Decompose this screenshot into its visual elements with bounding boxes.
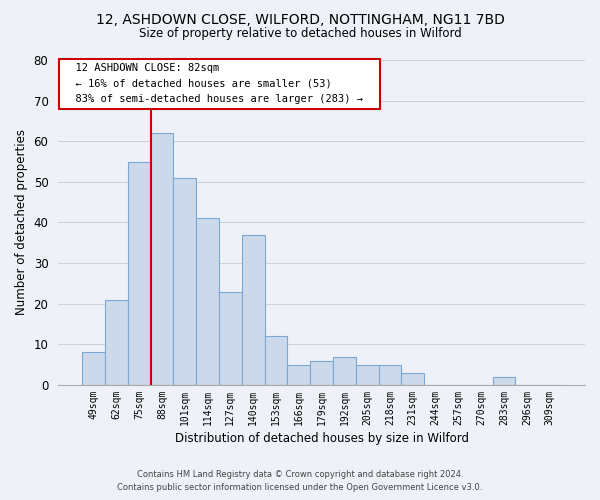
Bar	[356, 364, 379, 385]
Bar	[196, 218, 219, 385]
Bar	[333, 356, 356, 385]
Text: 12 ASHDOWN CLOSE: 82sqm
  ← 16% of detached houses are smaller (53)
  83% of sem: 12 ASHDOWN CLOSE: 82sqm ← 16% of detache…	[64, 63, 376, 104]
Bar	[105, 300, 128, 385]
Bar	[493, 377, 515, 385]
Bar	[173, 178, 196, 385]
Bar	[265, 336, 287, 385]
Bar	[151, 133, 173, 385]
Text: Size of property relative to detached houses in Wilford: Size of property relative to detached ho…	[139, 28, 461, 40]
Bar	[242, 234, 265, 385]
Bar	[287, 364, 310, 385]
Bar	[219, 292, 242, 385]
Text: Contains HM Land Registry data © Crown copyright and database right 2024.
Contai: Contains HM Land Registry data © Crown c…	[118, 470, 482, 492]
Bar	[401, 373, 424, 385]
Bar	[82, 352, 105, 385]
Bar	[310, 360, 333, 385]
Bar	[379, 364, 401, 385]
Text: 12, ASHDOWN CLOSE, WILFORD, NOTTINGHAM, NG11 7BD: 12, ASHDOWN CLOSE, WILFORD, NOTTINGHAM, …	[95, 12, 505, 26]
X-axis label: Distribution of detached houses by size in Wilford: Distribution of detached houses by size …	[175, 432, 469, 445]
Bar	[128, 162, 151, 385]
Y-axis label: Number of detached properties: Number of detached properties	[15, 130, 28, 316]
